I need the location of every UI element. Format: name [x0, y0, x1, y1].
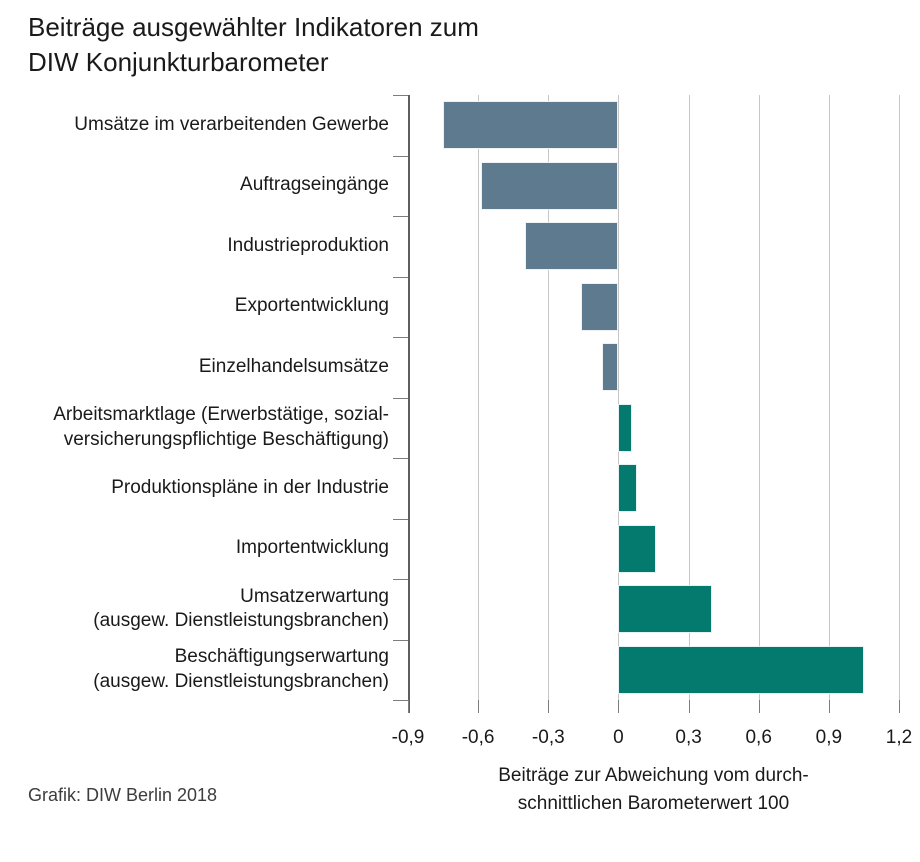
chart-title: Beiträge ausgewählter Indikatoren zum DI… — [28, 10, 479, 79]
bar-category-10 — [618, 645, 864, 694]
y-axis-tick — [393, 155, 408, 157]
x-tick-label-1_2: 1,2 — [885, 727, 913, 748]
plot-area — [393, 95, 900, 713]
x-axis-tick — [828, 700, 830, 713]
category-label-7: Produktionspläne in der Industrie — [2, 458, 389, 519]
y-axis-tick — [393, 518, 408, 520]
category-label-6-line-2: versicherungspflichtige Beschäftigung) — [63, 428, 389, 450]
category-label-10: Beschäftigungserwartung (ausgew. Dienstle… — [2, 640, 389, 701]
x-axis-tick — [548, 700, 550, 713]
category-label-10-line-2: (ausgew. Dienstleistungsbranchen) — [93, 670, 389, 692]
y-axis-tick — [393, 337, 408, 338]
bar-category-8 — [618, 524, 656, 573]
category-label-10-line-1: Beschäftigungserwartung — [174, 646, 389, 668]
x-tick-label-0_3: 0,3 — [675, 727, 702, 748]
category-label-7-line-1: Produktionspläne in der Industrie — [111, 476, 389, 498]
bar-category-9 — [618, 585, 712, 634]
x-axis-title: Beiträge zur Abweichung vom durch- schni… — [408, 762, 899, 818]
category-label-9-line-1: Umsatzerwartung — [240, 585, 389, 607]
gridline-0_9 — [828, 95, 830, 700]
category-label-3: Industrieproduktion — [2, 216, 389, 277]
category-label-8-line-1: Importentwicklung — [235, 537, 389, 559]
y-axis-tick — [393, 397, 408, 399]
x-tick-label-0: 0 — [613, 727, 624, 748]
category-label-4-line-1: Exportentwicklung — [234, 295, 389, 317]
gridline--0_6 — [478, 95, 480, 700]
category-label-4: Exportentwicklung — [2, 277, 389, 338]
bar-category-3 — [524, 222, 619, 271]
category-label-9-line-2: (ausgew. Dienstleistungsbranchen) — [93, 610, 389, 632]
category-label-8: Importentwicklung — [2, 519, 389, 580]
bar-category-2 — [480, 161, 619, 210]
category-label-1-line-1: Umsätze im verarbeitenden Gewerbe — [74, 113, 389, 135]
y-axis-tick — [393, 216, 408, 217]
gridline--0_3 — [548, 95, 550, 700]
bar-category-6 — [618, 403, 633, 452]
x-axis-title-line-1: Beiträge zur Abweichung vom durch- — [498, 765, 809, 786]
x-axis-tick-labels: -0,9 -0,6 -0,3 0 0,3 0,6 0,9 1,2 — [392, 727, 913, 753]
y-axis-tick — [393, 95, 408, 96]
x-tick-label--0_3: -0,3 — [531, 727, 565, 748]
category-label-2-line-1: Auftragseingänge — [240, 174, 389, 196]
x-tick-label-0_6: 0,6 — [745, 727, 772, 748]
gridline-0_3 — [688, 95, 690, 700]
x-axis-tick — [758, 700, 760, 713]
x-axis-tick — [478, 700, 480, 713]
bar-category-7 — [618, 464, 638, 513]
bar-category-4 — [581, 282, 619, 331]
category-label-5: Einzelhandelsumsätze — [2, 337, 389, 398]
gridline-1_2 — [899, 95, 900, 700]
category-axis-labels: Umsätze im verarbeitenden Gewerbe Auftrag… — [2, 95, 389, 700]
gridline-0 — [618, 95, 620, 700]
source-caption: Grafik: DIW Berlin 2018 — [28, 785, 218, 805]
x-tick-label-0_9: 0,9 — [815, 727, 843, 748]
chart-title-line-1: Beiträge ausgewählter Indikatoren zum — [28, 12, 479, 42]
y-axis-tick — [393, 700, 408, 701]
x-axis-tick — [688, 700, 690, 713]
category-label-1: Umsätze im verarbeitenden Gewerbe — [2, 95, 389, 156]
x-axis-tick — [408, 700, 409, 713]
bar-category-5 — [602, 343, 619, 392]
gridline-0_6 — [758, 95, 760, 700]
y-axis-line — [408, 95, 410, 713]
category-label-6: Arbeitsmarktlage (Erwerbstätige, sozial-… — [2, 398, 389, 459]
y-axis-tick — [393, 276, 408, 278]
category-label-2: Auftragseingänge — [2, 156, 389, 217]
chart-title-line-2: DIW Konjunkturbarometer — [28, 46, 329, 77]
category-label-3-line-1: Industrieproduktion — [227, 234, 389, 256]
category-label-9: Umsatzerwartung (ausgew. Dienstleistungsb… — [2, 579, 389, 640]
bar-category-1 — [443, 101, 619, 150]
x-tick-label--0_9: -0,9 — [391, 727, 425, 748]
x-axis-title-line-2: schnittlichen Barometerwert 100 — [517, 792, 790, 814]
y-axis-tick — [393, 458, 408, 459]
y-axis-tick — [393, 639, 408, 641]
category-label-5-line-1: Einzelhandelsumsätze — [198, 355, 389, 377]
x-tick-label--0_6: -0,6 — [461, 727, 495, 748]
x-axis-tick — [899, 700, 900, 713]
x-axis-tick — [618, 700, 620, 713]
category-label-6-line-1: Arbeitsmarktlage (Erwerbstätige, sozial- — [53, 404, 389, 426]
y-axis-tick — [393, 579, 408, 580]
